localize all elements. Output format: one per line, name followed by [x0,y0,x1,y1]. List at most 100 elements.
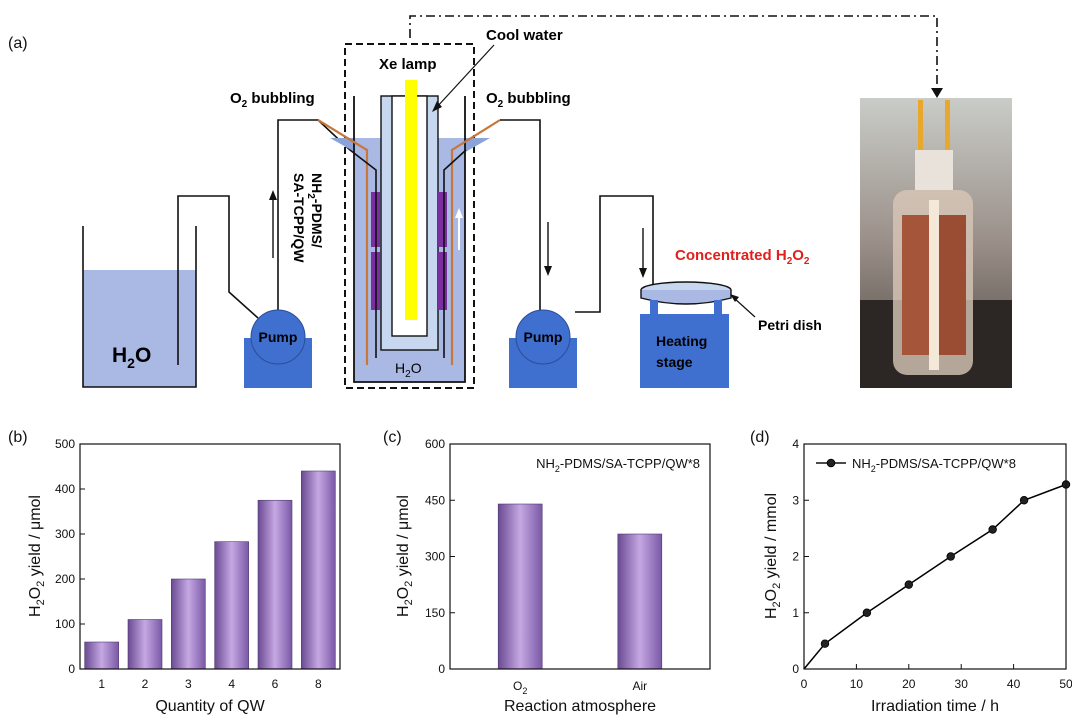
cool-water-label: Cool water [486,27,563,44]
chart-c-ytick-label: 300 [425,550,445,564]
photo-clip-left [918,100,923,150]
petri-dish-label: Petri dish [758,317,822,333]
chart-b-xtick-label: 6 [272,677,279,691]
chart-d-ytick-label: 3 [792,493,799,507]
panel-label-c: (c) [383,429,402,446]
chart-b-bar [128,620,162,670]
chart-b-bars [85,471,336,669]
photo-vessel-neck [915,150,953,190]
chart-d-series-line [804,485,1066,670]
pump-right: Pump [509,310,577,388]
chart-b-bar [215,542,249,669]
chart-b-ylabel: H2O2 yield / μmol [27,495,47,617]
heating-label-line1: Heating [656,333,707,349]
membrane-right-lower [438,252,447,310]
chart-d-xlabel: Irradiation time / h [871,698,999,715]
chart-b: (b) 0 100 200 300 400 500 1 2 3 4 6 8 Quantity of Q… [8,429,340,715]
o2-bubbling-right-label: O2 bubbling [486,90,571,110]
panel-label-d: (d) [750,429,770,446]
chart-b-ytick-label: 0 [68,662,75,676]
water-reservoir: H2O [83,226,196,387]
flow-arrowhead-down-left [544,266,552,276]
chart-d-legend: NH2-PDMS/SA-TCPP/QW*8 [816,456,1016,474]
chart-d-ytick-label: 0 [792,662,799,676]
chart-d-point [1020,496,1028,504]
flow-arrowhead-down-right [639,268,647,278]
chart-b-ytick-label: 200 [55,572,75,586]
chart-c-ytick-label: 0 [438,662,445,676]
chart-b-ytick-label: 300 [55,527,75,541]
petri-dish-pointer [734,298,755,317]
reactor-photo [860,98,1012,388]
connector-arrowhead [931,88,943,98]
chart-c-xtick-label: Air [632,679,647,693]
chart-b-frame [80,444,340,669]
chart-d-point [821,640,829,648]
chart-c-xtick-main: Air [632,679,647,693]
chart-c: (c) 0 150 300 450 600 O2 Air NH2-PDMS/SA-TCPP/… [383,429,710,715]
chart-b-xtick-label: 4 [228,677,235,691]
reservoir-water [83,270,196,387]
chart-d-legend-label: NH2-PDMS/SA-TCPP/QW*8 [852,456,1016,474]
membrane-right-upper [438,192,447,247]
chart-c-frame [450,444,710,669]
chart-d-xtick-label: 0 [801,677,808,691]
chart-d-point [947,553,955,561]
chart-c-ytick-label: 150 [425,606,445,620]
chart-c-ylabel: H2O2 yield / μmol [395,495,415,617]
o2-bubbling-left-label: O2 bubbling [230,90,315,110]
chart-c-bar [498,504,542,669]
chart-b-xlabel: Quantity of QW [155,698,265,715]
xe-lamp-label: Xe lamp [379,56,437,73]
pump-left: Pump [244,310,312,388]
chart-d-xtick-label: 10 [850,677,864,691]
chart-d-xtick-label: 20 [902,677,916,691]
photo-membrane-right [939,215,966,355]
chart-c-ytick-label: 600 [425,437,445,451]
chart-c-bar [618,534,662,669]
reactor-to-pump-tube [500,120,552,318]
chart-c-ytick-label: 450 [425,493,445,507]
concentrated-h2o2-label: Concentrated H2O2 [675,247,810,267]
schematic-panel: (a) H2O Pump [8,16,1012,388]
chart-d-xtick-label: 50 [1059,677,1072,691]
chart-d-frame [804,444,1066,669]
chart-d-ytick-label: 1 [792,606,799,620]
chart-c-xtick-main: O [513,679,522,693]
membrane-label-line1: NH2-PDMS/ [305,173,325,248]
xe-lamp [405,80,417,320]
flow-arrowhead-up [269,190,277,200]
chart-d-ylabel: H2O2 yield / mmol [763,493,783,619]
chart-b-bar [258,500,292,669]
chart-c-xtick-sub: 2 [522,686,527,696]
chart-b-ytick-label: 400 [55,482,75,496]
chart-b-bar [171,579,205,669]
chart-d-series [804,481,1070,669]
membrane-label-line2: SA-TCPP/QW [291,173,307,263]
legend-marker [827,459,835,467]
chart-b-xtick-label: 2 [142,677,149,691]
chart-c-annotation: NH2-PDMS/SA-TCPP/QW*8 [536,456,700,474]
chart-b-ytick-label: 500 [55,437,75,451]
chart-b-xtick-label: 8 [315,677,322,691]
chart-c-xlabel: Reaction atmosphere [504,698,656,715]
chart-d-point [905,581,913,589]
membrane-label: NH2-PDMS/ SA-TCPP/QW [291,173,325,263]
heating-setup: Heating stage [640,282,731,388]
photo-clip-right [945,100,950,150]
panel-label-b: (b) [8,429,28,446]
chart-d-ytick-label: 2 [792,550,799,564]
chart-b-ytick-label: 100 [55,617,75,631]
chart-b-xtick-label: 1 [98,677,105,691]
chart-b-xtick-label: 3 [185,677,192,691]
chart-b-bar [85,642,119,669]
pump-right-label: Pump [524,329,563,345]
chart-c-bars [498,504,662,669]
heating-label-line2: stage [656,354,693,370]
pump-left-label: Pump [259,329,298,345]
stage-leg-right [714,300,722,316]
chart-d-point [989,526,997,534]
